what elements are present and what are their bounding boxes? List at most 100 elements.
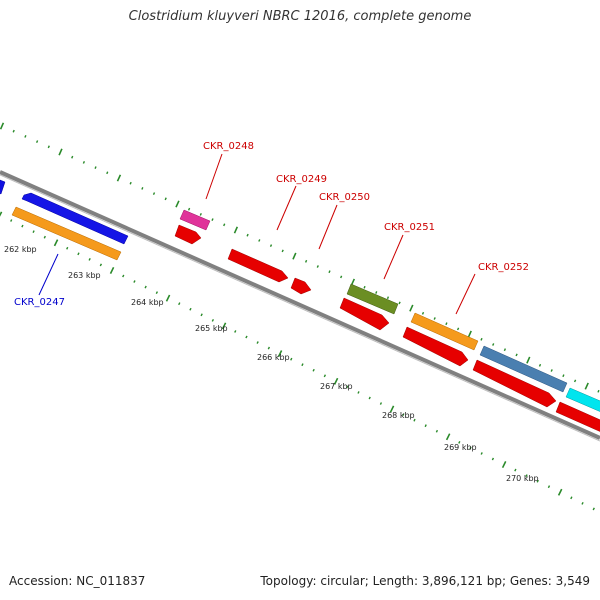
gene-label-ckr-0250[interactable]: CKR_0250 [319,192,370,203]
genome-summary-text: Topology: circular; Length: 3,896,121 bp… [260,574,590,588]
outer-tick [467,330,472,338]
outer-tick [0,122,5,130]
gene-label-ckr-0252[interactable]: CKR_0252 [478,262,529,273]
kbp-label-262: 262 kbp [4,245,37,254]
outer-tick [211,218,214,221]
outer-tick [24,135,27,138]
gene-steelblue[interactable] [479,345,568,393]
inner-tick [312,368,315,372]
gene-red-g[interactable] [555,401,600,432]
outer-tick [223,223,226,227]
outer-tick [304,259,308,263]
inner-tick [514,468,517,472]
outer-tick [12,129,15,133]
inner-tick [424,424,427,428]
outer-tick [292,252,297,260]
inner-tick [536,479,539,483]
inner-tick [379,402,383,405]
outer-tick [129,181,132,185]
outer-tick [526,356,531,364]
inner-tick [592,507,595,511]
outer-tick [233,226,239,234]
outer-tick [409,304,414,312]
gene-ckr-0251[interactable] [346,283,399,315]
outer-tick [82,161,86,164]
gene-ckr-0247[interactable] [21,192,129,245]
outer-tick [573,379,577,383]
gene-red-a[interactable] [174,224,202,245]
inner-tick [221,322,227,330]
inner-tick [480,452,483,455]
outer-tick [35,140,39,143]
outer-tick [421,311,425,315]
accession-text: Accession: NC_011837 [9,574,146,588]
inner-tick [435,429,439,433]
gene-orange-left[interactable] [11,206,122,261]
genome-backbone-shadow [0,174,600,442]
outer-tick [175,200,180,208]
kbp-label-267: 267 kbp [320,382,353,391]
inner-tick [301,363,304,367]
kbp-label-270: 270 kbp [506,474,539,483]
kbp-label-265: 265 kbp [195,324,228,333]
inner-tick [245,335,248,339]
callout-line-ckr-0249 [276,185,297,231]
outer-tick [187,207,191,211]
genome-backbone [0,170,600,440]
outer-tick [480,337,483,341]
inner-tick [0,211,3,217]
gene-red-f[interactable] [472,359,557,408]
inner-tick [189,307,192,311]
outer-tick [375,291,378,294]
inner-tick [144,285,147,289]
outer-tick [246,233,249,237]
gene-cyan[interactable] [565,387,600,412]
gene-blue-edge[interactable] [0,179,6,195]
outer-tick [94,166,97,169]
outer-tick [386,296,390,300]
callout-line-ckr-0252 [455,273,476,315]
gene-label-ckr-0248[interactable]: CKR_0248 [203,141,254,152]
gene-red-b[interactable] [227,248,289,283]
outer-tick [199,213,202,216]
gene-label-ckr-0247[interactable]: CKR_0247 [14,297,65,308]
gene-red-d[interactable] [339,297,390,331]
gene-ckr-0248[interactable] [179,209,211,231]
gene-red-c[interactable] [290,277,312,295]
map-title: Clostridium kluyveri NBRC 12016, complet… [128,9,472,24]
inner-tick [88,257,91,261]
inner-tick [256,341,259,344]
outer-tick [363,285,366,289]
inner-tick [10,219,13,222]
inner-tick [43,235,46,239]
inner-tick [525,474,528,478]
outer-tick [71,155,74,159]
outer-tick [456,327,460,331]
inner-tick [501,461,507,469]
outer-tick [106,171,109,175]
outer-tick [152,192,156,195]
inner-tick [32,230,35,234]
outer-tick [584,382,589,390]
gene-label-ckr-0249[interactable]: CKR_0249 [276,174,327,185]
inner-tick [413,418,416,422]
inner-tick [122,274,125,278]
inner-tick [346,385,349,389]
outer-tick [269,244,273,248]
inner-tick [557,488,563,496]
outer-tick [538,363,542,367]
inner-tick [357,391,360,394]
outer-tick [316,265,319,268]
inner-tick [445,433,451,441]
outer-tick [492,343,495,346]
inner-tick [491,457,495,461]
gene-red-e[interactable] [402,326,469,367]
outer-tick [58,148,63,156]
kbp-label-269: 269 kbp [444,443,477,452]
inner-tick [234,330,237,333]
gene-ckr-0252[interactable] [410,312,479,351]
kbp-label-263: 263 kbp [68,271,101,280]
outer-tick [281,249,284,253]
gene-label-ckr-0251[interactable]: CKR_0251 [384,222,435,233]
inner-tick [267,346,271,350]
